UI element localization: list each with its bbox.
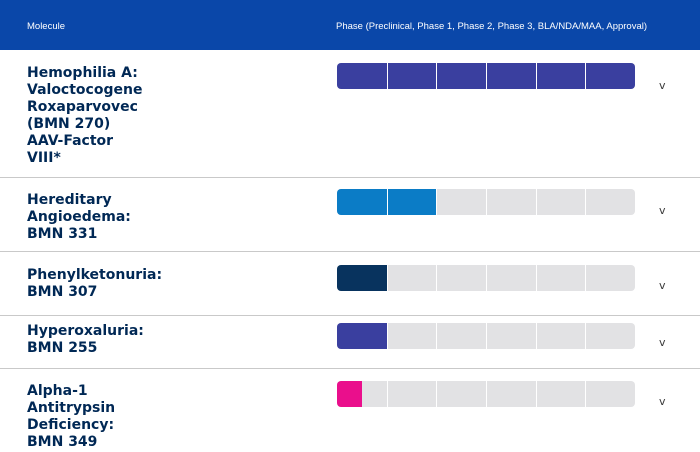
phase-divider <box>585 63 586 89</box>
phase-divider <box>436 381 437 407</box>
molecule-name: Alpha-1 Antitrypsin Deficiency: BMN 349 <box>27 383 116 450</box>
phase-progress-fill <box>337 189 437 215</box>
phase-progress-fill <box>337 381 362 407</box>
phase-progress-bar <box>337 63 635 89</box>
phase-divider <box>536 189 537 215</box>
phase-divider <box>536 265 537 291</box>
phase-divider <box>585 381 586 407</box>
pipeline-row-hemophilia-a[interactable]: Hemophilia A: Valoctocogene Roxaparvovec… <box>0 50 700 178</box>
phase-column-header: Phase (Preclinical, Phase 1, Phase 2, Ph… <box>336 21 648 32</box>
chevron-down-icon[interactable]: v <box>659 279 666 292</box>
pipeline-row-hyperoxaluria[interactable]: Hyperoxaluria: BMN 255 v <box>0 316 700 369</box>
chevron-down-icon[interactable]: v <box>659 395 666 408</box>
pipeline-row-alpha-1-antitrypsin[interactable]: Alpha-1 Antitrypsin Deficiency: BMN 349 … <box>0 369 700 452</box>
phase-divider <box>486 189 487 215</box>
table-header: Molecule Phase (Preclinical, Phase 1, Ph… <box>0 0 700 50</box>
phase-divider <box>436 323 437 349</box>
phase-progress-bar <box>337 189 635 215</box>
phase-divider <box>486 323 487 349</box>
phase-divider <box>536 323 537 349</box>
phase-progress-bar <box>337 265 635 291</box>
phase-divider <box>585 323 586 349</box>
chevron-down-icon[interactable]: v <box>659 79 666 92</box>
phase-divider <box>585 189 586 215</box>
chevron-down-icon[interactable]: v <box>659 336 666 349</box>
phase-divider <box>486 381 487 407</box>
phase-progress-fill <box>337 265 387 291</box>
phase-divider <box>436 189 437 215</box>
molecule-name: Phenylketonuria: BMN 307 <box>27 267 163 300</box>
molecule-name: Hemophilia A: Valoctocogene Roxaparvovec… <box>27 65 143 166</box>
phase-divider <box>387 323 388 349</box>
phase-divider <box>486 265 487 291</box>
phase-progress-bar <box>337 381 635 407</box>
phase-divider <box>585 265 586 291</box>
phase-divider <box>387 63 388 89</box>
phase-progress-bar <box>337 323 635 349</box>
phase-divider <box>387 189 388 215</box>
phase-divider <box>436 265 437 291</box>
phase-divider <box>536 381 537 407</box>
pipeline-row-hereditary-angioedema[interactable]: Hereditary Angioedema: BMN 331 v <box>0 178 700 252</box>
pipeline-row-phenylketonuria[interactable]: Phenylketonuria: BMN 307 v <box>0 252 700 316</box>
chevron-down-icon[interactable]: v <box>659 204 666 217</box>
molecule-name: Hyperoxaluria: BMN 255 <box>27 323 144 356</box>
phase-divider <box>486 63 487 89</box>
molecule-column-header: Molecule <box>27 21 66 32</box>
molecule-name: Hereditary Angioedema: BMN 331 <box>27 192 131 242</box>
phase-progress-fill <box>337 323 387 349</box>
phase-divider <box>536 63 537 89</box>
phase-divider <box>387 381 388 407</box>
phase-divider <box>436 63 437 89</box>
phase-divider <box>387 265 388 291</box>
